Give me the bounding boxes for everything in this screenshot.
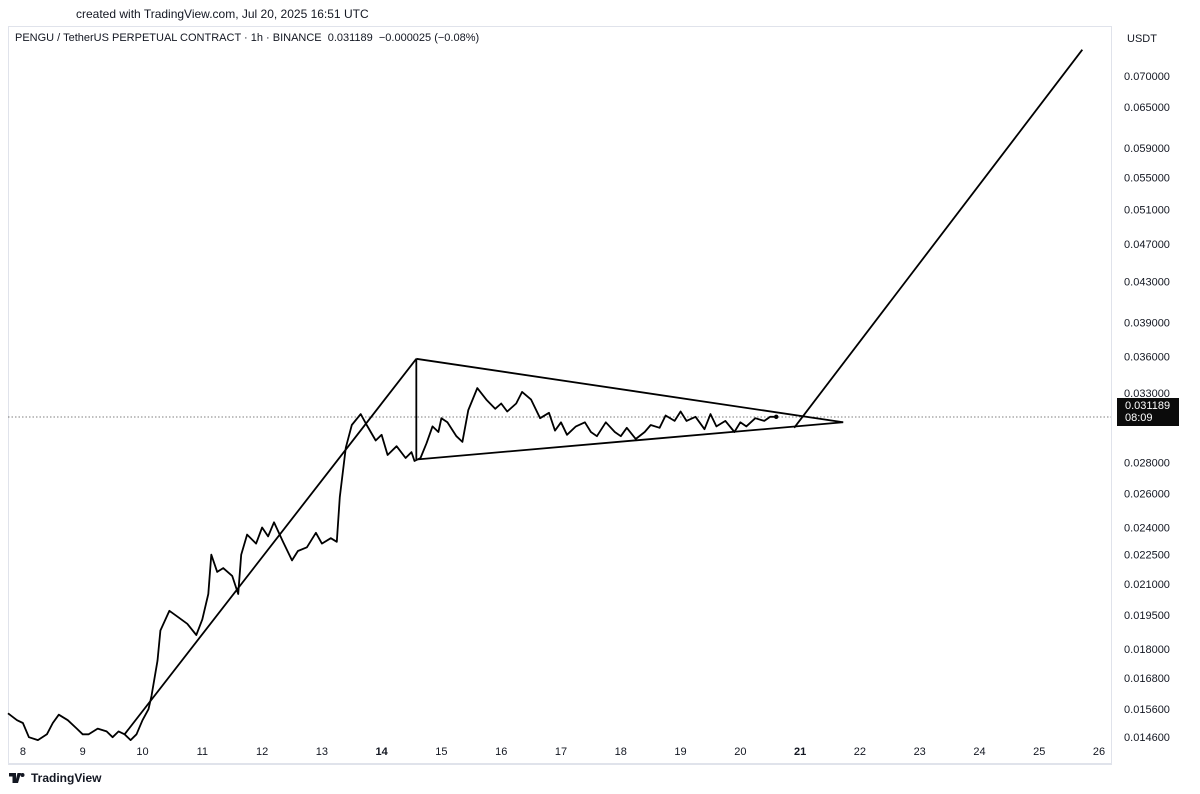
- last-price: 0.031189: [327, 32, 373, 44]
- price-tick-label: 0.036000: [1124, 351, 1170, 363]
- symbol-title[interactable]: PENGU / TetherUS PERPETUAL CONTRACT · 1h…: [15, 32, 322, 44]
- price-axis-unit: USDT: [1127, 33, 1157, 45]
- time-axis-border: [8, 764, 1112, 765]
- time-axis[interactable]: 8 9 10 11 12 13 14 15 16 17 18 19 20 21 22 23 24 25 26: [20, 746, 1105, 758]
- price-tick-label: 0.015600: [1124, 704, 1170, 716]
- price-tick-label: 0.047000: [1124, 239, 1170, 251]
- last-point-marker: [774, 414, 779, 420]
- price-tick-label: 0.019500: [1124, 610, 1170, 622]
- time-tick-label: 19: [674, 746, 686, 758]
- price-line: [7, 387, 777, 741]
- time-tick-label: 20: [734, 746, 746, 758]
- price-change: −0.000025 (−0.08%): [378, 32, 480, 44]
- time-tick-label: 14: [376, 746, 389, 758]
- price-tick-label: 0.065000: [1124, 102, 1170, 114]
- time-tick-label: 13: [316, 746, 328, 758]
- price-axis-border: [1111, 26, 1112, 764]
- trendline-drawings[interactable]: [123, 49, 1084, 735]
- price-axis[interactable]: USDT 0.070000 0.065000 0.059000 0.055000 0.0…: [1124, 33, 1170, 744]
- price-tag-value: 0.031189: [1125, 400, 1171, 412]
- time-tick-label: 25: [1033, 746, 1045, 758]
- price-tag-countdown: 08:09: [1125, 412, 1153, 424]
- triangle-lower-edge[interactable]: [416, 421, 844, 461]
- price-tick-label: 0.028000: [1124, 457, 1170, 469]
- symbol-legend: PENGU / TetherUS PERPETUAL CONTRACT · 1h…: [15, 32, 482, 44]
- last-price-tag: 0.031189 08:09: [1117, 398, 1179, 426]
- time-tick-label: 12: [256, 746, 268, 758]
- price-tick-label: 0.055000: [1124, 173, 1170, 185]
- price-tick-label: 0.014600: [1124, 732, 1170, 744]
- time-tick-label: 11: [197, 746, 208, 758]
- price-series: [7, 387, 779, 741]
- tradingview-logo[interactable]: TradingView: [9, 771, 101, 785]
- time-tick-label: 26: [1093, 746, 1105, 758]
- time-tick-label: 17: [555, 746, 567, 758]
- flagpole[interactable]: [123, 358, 418, 735]
- price-tick-label: 0.070000: [1124, 71, 1170, 83]
- tradingview-logo-icon: [9, 773, 25, 783]
- breakout-projection[interactable]: [793, 49, 1084, 429]
- time-tick-label: 9: [80, 746, 86, 758]
- price-tick-label: 0.022500: [1124, 550, 1170, 562]
- price-tick-label: 0.018000: [1124, 644, 1170, 656]
- time-tick-label: 10: [136, 746, 148, 758]
- time-tick-label: 23: [914, 746, 926, 758]
- price-tick-label: 0.059000: [1124, 143, 1170, 155]
- logo-text: TradingView: [31, 771, 102, 785]
- price-tick-label: 0.026000: [1124, 489, 1170, 501]
- time-tick-label: 15: [435, 746, 447, 758]
- time-tick-label: 8: [20, 746, 26, 758]
- price-tick-label: 0.016800: [1124, 673, 1170, 685]
- price-tick-label: 0.039000: [1124, 318, 1170, 330]
- chart-credit: created with TradingView.com, Jul 20, 20…: [76, 7, 369, 21]
- time-tick-label: 24: [973, 746, 985, 758]
- time-tick-label: 22: [854, 746, 866, 758]
- time-tick-label: 18: [615, 746, 627, 758]
- time-tick-label: 16: [495, 746, 507, 758]
- price-tick-label: 0.051000: [1124, 205, 1170, 217]
- price-tick-label: 0.021000: [1124, 579, 1170, 591]
- time-tick-label: 21: [794, 746, 806, 758]
- price-tick-label: 0.043000: [1124, 277, 1170, 289]
- price-tick-label: 0.024000: [1124, 522, 1170, 534]
- triangle-upper-edge[interactable]: [416, 357, 844, 424]
- price-tick-label: 0.033000: [1124, 388, 1170, 400]
